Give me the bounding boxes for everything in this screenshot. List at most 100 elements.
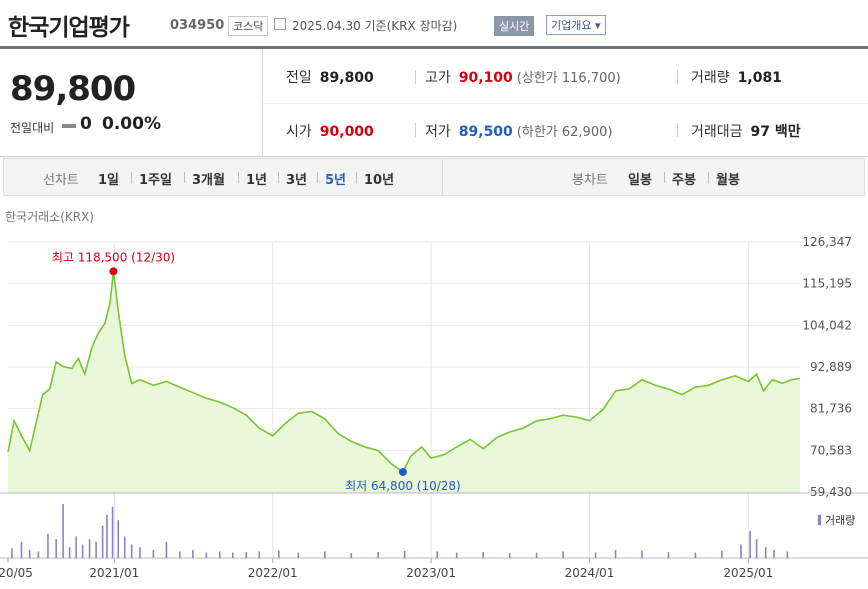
volume-bar (123, 536, 126, 558)
stat-prev: 전일 89,800 (286, 70, 374, 86)
volume-bar (641, 550, 643, 558)
stat-divider (677, 123, 678, 137)
volume-bar (740, 544, 742, 558)
volume-legend-icon (818, 515, 821, 525)
tab-5y[interactable]: 5년 (325, 173, 347, 188)
stat-divider (677, 70, 678, 84)
low-label: 최저 64,800 (10/28) (345, 479, 461, 493)
high-label: 최고 118,500 (12/30) (52, 250, 175, 264)
stats-divider (263, 103, 868, 104)
volume-bar (37, 551, 40, 558)
y-tick-label: 59,430 (810, 485, 852, 499)
tabs-divider (442, 159, 443, 195)
y-tick-label: 92,889 (810, 360, 852, 374)
change-percent: 0.00% (102, 114, 161, 134)
volume-bar (482, 552, 484, 558)
company-overview-dropdown[interactable]: 기업개요 ▾ (546, 15, 606, 35)
volume-bar (764, 547, 767, 558)
change-value: 0 (80, 114, 92, 134)
stat-low: 저가 89,500 (하한가 62,900) (425, 124, 613, 140)
tab-weekly[interactable]: 주봉 (672, 173, 696, 188)
realtime-button[interactable]: 실시간 (494, 16, 535, 36)
price-chart: 126,347 115,195 104,042 92,889 81,736 70,583 5… (0, 235, 868, 580)
tab-1y[interactable]: 1년 (246, 173, 268, 188)
x-tick-label: 2021/01 (89, 566, 139, 580)
volume-bar (165, 541, 168, 558)
stock-code: 034950 (170, 18, 225, 33)
header-divider (0, 46, 868, 49)
x-tick-label: 2020/05 (0, 566, 33, 580)
volume-bar (205, 552, 208, 558)
y-tick-label: 70,583 (810, 443, 852, 457)
y-tick-label: 115,195 (802, 277, 852, 291)
tab-monthly[interactable]: 월봉 (716, 173, 740, 188)
volume-bar (179, 551, 181, 558)
volume-bar (75, 536, 77, 558)
calendar-icon (274, 18, 286, 30)
tab-divider (238, 172, 239, 183)
volume-bar (403, 550, 406, 558)
volume-bar (350, 553, 353, 558)
line-chart-label: 선차트 (43, 173, 79, 188)
stat-divider (415, 70, 416, 84)
volume-bar (258, 551, 261, 558)
price-area (8, 271, 800, 492)
high-marker (109, 267, 118, 276)
tab-10y[interactable]: 10년 (364, 173, 395, 188)
volume-bar (594, 552, 597, 558)
tab-3y[interactable]: 3년 (286, 173, 308, 188)
volume-bar (55, 539, 57, 558)
price-line (7, 271, 801, 474)
tab-daily[interactable]: 일봉 (628, 173, 652, 188)
tab-1w[interactable]: 1주일 (139, 173, 172, 188)
stock-name: 한국기업평가 (8, 15, 130, 41)
price-summary: 89,800 전일대비 0 0.00% (0, 49, 263, 156)
x-tick-label: 2023/01 (406, 566, 456, 580)
volume-bar (218, 551, 221, 558)
volume-bar (324, 551, 326, 558)
volume-bar (277, 550, 280, 558)
volume-bar (245, 552, 248, 558)
volume-bar (139, 547, 141, 558)
price-date: 2025.04.30 기준(KRX 장마감) (292, 19, 458, 33)
candle-chart-label: 봉차트 (572, 173, 608, 188)
volume-bar (721, 550, 723, 558)
unchanged-icon (62, 124, 76, 128)
chart-tabs: 선차트 1일 1주일 3개월 1년 3년 5년 10년 봉차트 일봉 주봉 월봉 (3, 158, 865, 196)
stats-bottom-border (0, 156, 868, 157)
volume-bar (755, 539, 758, 558)
market-badge: 코스닥 (228, 16, 269, 36)
current-price: 89,800 (10, 69, 136, 109)
volume-bar (106, 514, 108, 558)
volume-bar (786, 551, 789, 558)
volume-bar (773, 549, 775, 558)
volume-bar (614, 549, 617, 558)
stat-volume: 거래량 1,081 (691, 70, 782, 86)
x-tick-label: 2022/01 (248, 566, 298, 580)
volume-bar (231, 552, 234, 558)
volume-bar (130, 544, 133, 558)
volume-bar (88, 539, 91, 558)
tab-divider (131, 172, 132, 183)
y-tick-label: 81,736 (810, 402, 852, 416)
tab-1d[interactable]: 1일 (98, 173, 120, 188)
volume-bar (68, 547, 71, 558)
volume-bar (297, 552, 300, 558)
stat-open: 시가 90,000 (286, 124, 374, 140)
volume-bar (47, 533, 49, 558)
stat-amount: 거래대금 97 백만 (691, 124, 801, 140)
volume-legend-label: 거래량 (825, 514, 855, 527)
x-tick-label: 2024/01 (565, 566, 615, 580)
y-tick-label: 104,042 (802, 318, 852, 332)
tab-divider (317, 172, 318, 183)
tab-divider (356, 172, 357, 183)
volume-bar (28, 549, 31, 558)
volume-bar (508, 553, 511, 558)
stat-divider (415, 123, 416, 137)
tab-divider (708, 172, 709, 183)
volume-bar (455, 552, 458, 558)
stock-header: 한국기업평가 034950 코스닥 2025.04.30 기준(KRX 장마감)… (0, 0, 868, 46)
exchange-label: 한국거래소(KRX) (5, 210, 94, 224)
tab-3m[interactable]: 3개월 (192, 173, 225, 188)
volume-bar (562, 551, 564, 558)
